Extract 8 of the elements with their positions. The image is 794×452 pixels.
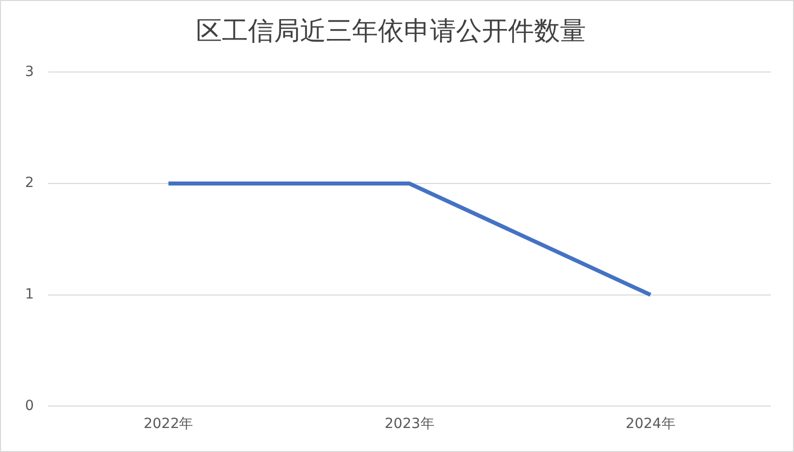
y-tick-label: 0 xyxy=(24,398,34,414)
y-tick-label: 3 xyxy=(24,64,34,80)
x-tick-label: 2024年 xyxy=(626,416,676,432)
x-tick-label: 2023年 xyxy=(384,416,434,432)
y-tick-label: 2 xyxy=(24,175,34,192)
x-tick-label: 2022年 xyxy=(144,416,194,432)
chart-title: 区工信局近三年依申请公开件数量 xyxy=(196,16,586,46)
y-tick-label: 1 xyxy=(24,286,34,303)
